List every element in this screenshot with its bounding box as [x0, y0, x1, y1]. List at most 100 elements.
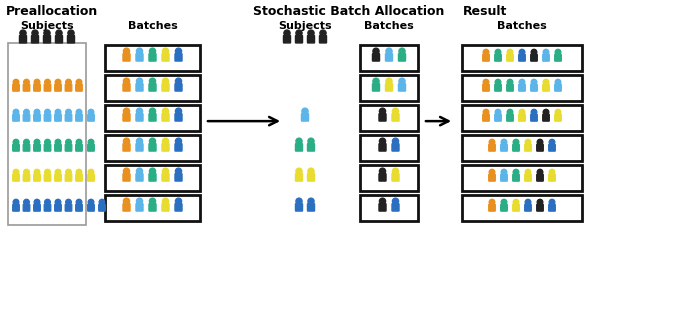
Circle shape — [88, 199, 94, 205]
Circle shape — [484, 109, 489, 115]
Circle shape — [543, 49, 549, 55]
FancyBboxPatch shape — [308, 204, 314, 211]
FancyBboxPatch shape — [489, 144, 495, 151]
FancyBboxPatch shape — [507, 114, 514, 121]
Circle shape — [555, 109, 561, 115]
FancyBboxPatch shape — [531, 114, 537, 121]
Circle shape — [149, 108, 155, 114]
FancyBboxPatch shape — [543, 54, 549, 61]
FancyBboxPatch shape — [301, 114, 308, 121]
FancyBboxPatch shape — [554, 84, 561, 91]
Circle shape — [501, 199, 507, 205]
Circle shape — [543, 109, 549, 115]
Circle shape — [136, 78, 143, 84]
Bar — [360, 45, 418, 71]
Circle shape — [543, 79, 549, 85]
FancyBboxPatch shape — [489, 174, 495, 181]
FancyBboxPatch shape — [519, 84, 525, 91]
FancyBboxPatch shape — [136, 54, 143, 61]
Circle shape — [34, 109, 40, 115]
Circle shape — [379, 168, 385, 174]
Circle shape — [525, 169, 531, 175]
FancyBboxPatch shape — [149, 84, 156, 91]
Circle shape — [379, 198, 385, 204]
FancyBboxPatch shape — [23, 174, 30, 181]
Circle shape — [149, 48, 155, 54]
FancyBboxPatch shape — [554, 54, 561, 61]
Circle shape — [13, 199, 19, 205]
FancyBboxPatch shape — [44, 36, 50, 43]
FancyBboxPatch shape — [392, 174, 399, 181]
Circle shape — [175, 198, 181, 204]
FancyBboxPatch shape — [55, 204, 61, 211]
FancyBboxPatch shape — [33, 144, 40, 151]
Circle shape — [484, 79, 489, 85]
Text: Preallocation: Preallocation — [6, 5, 98, 18]
Bar — [360, 165, 418, 191]
FancyBboxPatch shape — [44, 204, 50, 211]
FancyBboxPatch shape — [162, 174, 169, 181]
FancyBboxPatch shape — [308, 144, 314, 151]
FancyBboxPatch shape — [136, 114, 143, 121]
Text: Subjects: Subjects — [20, 21, 74, 31]
Circle shape — [379, 138, 385, 144]
Circle shape — [76, 169, 82, 175]
FancyBboxPatch shape — [13, 114, 19, 121]
Circle shape — [399, 78, 405, 84]
FancyBboxPatch shape — [392, 144, 399, 151]
FancyBboxPatch shape — [549, 174, 555, 181]
Circle shape — [501, 169, 507, 175]
FancyBboxPatch shape — [123, 54, 130, 61]
Circle shape — [55, 79, 61, 85]
Circle shape — [308, 138, 314, 144]
FancyBboxPatch shape — [123, 84, 130, 91]
FancyBboxPatch shape — [13, 144, 19, 151]
Bar — [105, 75, 200, 101]
Circle shape — [13, 79, 19, 85]
Bar — [360, 105, 418, 131]
Circle shape — [34, 169, 40, 175]
FancyBboxPatch shape — [76, 174, 83, 181]
Circle shape — [519, 49, 525, 55]
Text: Batches: Batches — [497, 21, 547, 31]
FancyBboxPatch shape — [372, 54, 379, 61]
FancyBboxPatch shape — [65, 204, 72, 211]
FancyBboxPatch shape — [44, 114, 50, 121]
Bar — [360, 135, 418, 161]
FancyBboxPatch shape — [162, 84, 169, 91]
FancyBboxPatch shape — [483, 114, 489, 121]
Circle shape — [537, 169, 543, 175]
FancyBboxPatch shape — [20, 36, 27, 43]
FancyBboxPatch shape — [513, 144, 519, 151]
Circle shape — [24, 139, 29, 145]
Text: Batches: Batches — [128, 21, 177, 31]
FancyBboxPatch shape — [524, 204, 531, 211]
Circle shape — [65, 169, 72, 175]
Circle shape — [13, 139, 19, 145]
Circle shape — [489, 199, 495, 205]
FancyBboxPatch shape — [494, 114, 501, 121]
Circle shape — [76, 79, 82, 85]
FancyBboxPatch shape — [162, 204, 169, 211]
FancyBboxPatch shape — [55, 114, 61, 121]
Circle shape — [76, 109, 82, 115]
Circle shape — [123, 48, 130, 54]
FancyBboxPatch shape — [65, 144, 72, 151]
Circle shape — [24, 169, 29, 175]
FancyBboxPatch shape — [149, 174, 156, 181]
Circle shape — [162, 108, 168, 114]
FancyBboxPatch shape — [65, 174, 72, 181]
Circle shape — [162, 168, 168, 174]
FancyBboxPatch shape — [55, 174, 61, 181]
FancyBboxPatch shape — [295, 36, 303, 43]
FancyBboxPatch shape — [379, 144, 386, 151]
Circle shape — [123, 138, 130, 144]
Circle shape — [76, 139, 82, 145]
Circle shape — [149, 78, 155, 84]
Circle shape — [123, 168, 130, 174]
Circle shape — [392, 198, 398, 204]
Circle shape — [519, 79, 525, 85]
Text: Stochastic Batch Allocation: Stochastic Batch Allocation — [253, 5, 445, 18]
FancyBboxPatch shape — [519, 114, 525, 121]
Circle shape — [555, 49, 561, 55]
